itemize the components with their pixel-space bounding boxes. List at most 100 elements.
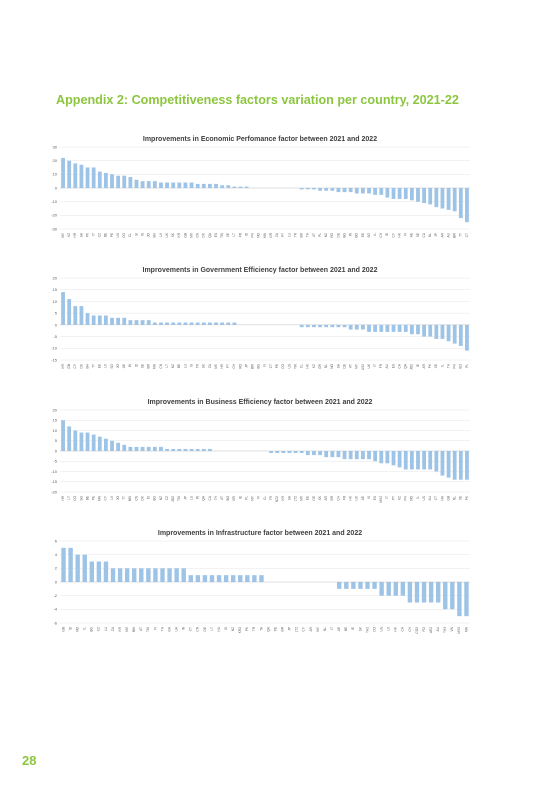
y-tick-label: 0 — [55, 185, 58, 190]
bar — [82, 554, 87, 582]
x-tick-label: ZA — [111, 626, 115, 631]
x-tick-label: CO — [372, 626, 376, 631]
bar — [252, 575, 257, 582]
x-tick-label: KR — [177, 232, 181, 237]
chart-government-efficiency: Improvements in Government Efficiency fa… — [51, 267, 470, 370]
x-tick-label: BE — [344, 627, 348, 631]
x-tick-label: BO — [226, 495, 230, 500]
x-tick-label: IE — [385, 233, 389, 236]
bar — [73, 430, 78, 451]
bar — [305, 324, 310, 328]
y-tick-label: -15 — [51, 479, 58, 484]
y-tick-label: -4 — [53, 607, 57, 612]
x-tick-label: AE2 — [429, 627, 433, 633]
x-tick-label: SK — [171, 232, 175, 237]
y-tick-label: 5 — [55, 311, 58, 316]
bar — [318, 188, 322, 191]
bar — [122, 175, 127, 188]
bar — [122, 317, 127, 325]
bar — [140, 446, 145, 451]
y-tick-label: 10 — [53, 428, 58, 433]
x-tick-label: CY — [73, 363, 77, 368]
x-tick-label: KR — [61, 363, 65, 368]
x-tick-label: VE — [226, 233, 230, 237]
x-tick-label: IN — [182, 626, 186, 630]
x-tick-label: MX2 — [379, 496, 383, 503]
bar — [189, 182, 194, 188]
x-tick-label: NL — [324, 364, 328, 368]
bar — [167, 568, 172, 582]
bar — [96, 561, 102, 582]
x-tick-label: IN — [349, 232, 353, 236]
bar — [160, 568, 165, 582]
bar — [128, 446, 133, 451]
x-tick-label: PE — [273, 627, 277, 631]
x-tick-label: NL — [453, 496, 457, 500]
x-tick-label: JO — [147, 232, 151, 237]
x-tick-label: KR — [281, 495, 285, 500]
y-tick-label: 20 — [53, 275, 58, 280]
x-tick-label: BH — [85, 363, 89, 368]
x-tick-label: IS — [140, 233, 144, 236]
x-tick-label: ID — [134, 363, 138, 367]
chart-title: Improvements in Infrastructure factor be… — [158, 530, 362, 537]
x-tick-label: PL — [465, 364, 469, 368]
x-tick-label: DK — [79, 363, 83, 368]
bar — [146, 446, 151, 451]
x-tick-label: AU — [428, 495, 432, 500]
x-tick-label: AR — [324, 495, 328, 500]
x-tick-label: FI — [404, 233, 408, 236]
x-tick-label: IL — [440, 364, 444, 367]
y-tick-label: 5 — [55, 438, 58, 443]
bar — [464, 582, 469, 617]
x-tick-label: PT — [226, 364, 230, 368]
bar — [171, 182, 176, 188]
x-tick-label: US — [287, 364, 291, 368]
y-tick-label: 4 — [55, 552, 58, 557]
bar — [465, 324, 469, 351]
x-tick-label: DE — [336, 233, 340, 237]
bar — [232, 322, 237, 325]
bar — [397, 451, 402, 468]
bar — [259, 575, 264, 582]
bar — [379, 188, 384, 195]
bar — [269, 451, 274, 454]
bar — [354, 451, 359, 460]
bar — [450, 582, 455, 610]
bar — [214, 183, 218, 188]
x-tick-label: IS — [367, 496, 371, 499]
bar — [385, 451, 390, 464]
y-tick-label: 6 — [55, 538, 58, 543]
x-tick-label: ES — [391, 364, 395, 368]
bar — [330, 324, 335, 328]
bar — [209, 575, 215, 582]
bar — [140, 181, 145, 188]
bar — [195, 183, 200, 188]
x-tick-label: KR — [118, 626, 122, 631]
x-tick-label: IL — [416, 496, 420, 499]
x-tick-label: MN — [464, 626, 468, 632]
bar — [220, 185, 225, 188]
x-tick-label: CZ — [97, 627, 101, 631]
y-tick-label: 30 — [53, 144, 58, 149]
x-tick-label: BW — [251, 364, 255, 369]
bar — [85, 432, 90, 451]
x-tick-label: CY — [104, 495, 108, 500]
x-tick-label: EE — [361, 233, 365, 237]
bar — [128, 320, 133, 325]
bar — [397, 188, 402, 199]
x-tick-label: PH — [453, 363, 457, 368]
x-tick-label: TH — [214, 495, 218, 500]
bar — [73, 306, 78, 325]
bar — [293, 451, 298, 454]
x-tick-label: IT — [330, 627, 334, 630]
bar — [416, 451, 420, 470]
x-tick-label: HK — [397, 232, 401, 237]
bar — [305, 451, 310, 456]
bar — [124, 568, 130, 582]
x-tick-label: MY — [61, 232, 65, 238]
bar — [379, 582, 384, 596]
x-tick-label: TR — [293, 232, 297, 237]
bar — [336, 451, 341, 458]
x-tick-label: US — [379, 627, 383, 631]
